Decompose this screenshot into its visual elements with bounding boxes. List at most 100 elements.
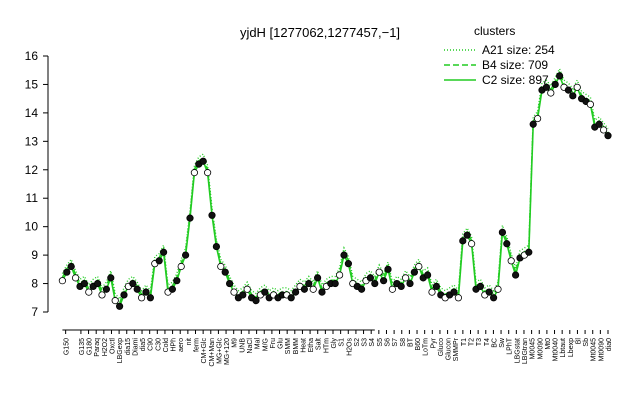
data-point xyxy=(94,279,102,288)
x-tick-label: Heat xyxy=(300,338,307,353)
x-tick-label: Oxctl xyxy=(109,338,116,354)
x-tick-label: dia0 xyxy=(606,338,613,351)
data-point xyxy=(489,294,498,302)
x-tick-label: M/G xyxy=(262,338,269,351)
data-point xyxy=(388,285,396,293)
data-point xyxy=(604,132,612,140)
x-tick-label: S8 xyxy=(400,338,407,347)
x-tick-label: S5 xyxy=(377,338,384,347)
x-tick-label: T3 xyxy=(476,338,483,346)
data-point xyxy=(261,288,269,296)
x-tick-label: S2 xyxy=(354,338,361,347)
data-point xyxy=(415,262,423,271)
chart-title: yjdH [1277062,1277457,−1] xyxy=(240,25,400,40)
y-axis: 7 8 9 10 11 12 13 14 15 16 xyxy=(25,49,49,319)
data-point xyxy=(129,279,137,288)
legend-entry: C2 size: 897 xyxy=(482,73,549,87)
data-point xyxy=(72,274,80,282)
x-tick-label: Fru xyxy=(270,338,277,349)
series-b4-line xyxy=(61,70,609,305)
data-point xyxy=(476,282,484,290)
x-tick-label: LBGtran xyxy=(522,338,529,364)
data-point xyxy=(331,279,339,288)
x-tick-label: Paraq xyxy=(94,338,101,357)
x-tick-label: Etha xyxy=(308,338,315,353)
data-point xyxy=(120,291,128,299)
data-point xyxy=(467,240,476,248)
x-axis: G150 G135 G180 Paraq H2O2 Oxctl LBGexp dia15 Dia… xyxy=(62,329,613,367)
data-point xyxy=(366,274,374,282)
x-tick-label: Diami xyxy=(132,338,139,356)
data-point xyxy=(586,100,595,108)
data-point xyxy=(182,251,190,259)
data-point xyxy=(432,282,440,290)
data-point xyxy=(111,297,119,305)
data-point xyxy=(318,288,326,296)
y-tick-label: 14 xyxy=(25,106,39,120)
data-point xyxy=(63,268,71,276)
data-point xyxy=(525,248,533,256)
y-tick-label: 15 xyxy=(25,77,39,91)
data-point xyxy=(450,288,458,296)
data-point xyxy=(239,291,247,299)
data-point xyxy=(371,279,379,288)
x-tick-label: CM+Man xyxy=(209,338,216,367)
data-point xyxy=(133,285,141,293)
x-tick-label: B60 xyxy=(415,338,422,351)
data-point xyxy=(375,268,383,276)
x-tick-label: SMMPr xyxy=(453,337,460,361)
series-line xyxy=(61,67,609,308)
data-point xyxy=(379,277,388,285)
x-tick-label: Cold xyxy=(163,338,170,353)
x-tick-label: nit xyxy=(186,338,193,345)
x-tick-label: Salt xyxy=(316,338,323,350)
x-tick-label: S4 xyxy=(369,338,376,347)
data-point xyxy=(485,288,493,296)
data-point xyxy=(221,268,229,276)
x-tick-label: Mt0045 xyxy=(591,338,598,361)
data-point xyxy=(309,285,317,293)
data-point xyxy=(410,268,418,276)
x-tick-label: HTm xyxy=(323,338,330,353)
data-point xyxy=(58,277,67,285)
x-tick-label: Lbexp xyxy=(568,338,575,357)
data-point xyxy=(102,285,111,293)
x-tick-label: G135 xyxy=(79,338,86,355)
x-tick-label: LPhT xyxy=(507,337,514,354)
data-point xyxy=(107,274,115,282)
data-point xyxy=(555,72,564,80)
data-point xyxy=(291,288,300,296)
data-point xyxy=(599,126,608,134)
data-point xyxy=(357,285,366,293)
data-point xyxy=(384,265,392,273)
data-point xyxy=(401,274,410,282)
data-point xyxy=(168,285,176,293)
data-point xyxy=(155,257,163,265)
y-tick-label: 7 xyxy=(31,305,38,319)
x-tick-label: ferm xyxy=(194,338,201,352)
x-tick-label: UNB xyxy=(239,338,246,353)
x-tick-label: NaCl xyxy=(247,338,254,354)
data-point xyxy=(85,288,93,296)
x-tick-label: Lbtaut xyxy=(560,338,567,358)
y-tick-label: 11 xyxy=(26,191,39,205)
data-point xyxy=(217,262,225,271)
data-point xyxy=(199,157,207,165)
data-point xyxy=(204,169,212,177)
data-point xyxy=(573,83,581,91)
x-tick-label: T4 xyxy=(484,338,491,346)
x-tick-label: C30 xyxy=(155,338,162,351)
data-point xyxy=(252,297,260,305)
x-tick-label: Sw xyxy=(499,337,506,348)
data-point xyxy=(186,214,194,222)
data-point xyxy=(397,282,405,290)
x-tick-label: H2O2 xyxy=(102,338,109,356)
data-point xyxy=(406,279,414,288)
data-point xyxy=(116,302,124,310)
data-point xyxy=(177,262,185,271)
x-tick-label: Mt0040 xyxy=(553,338,560,361)
data-point xyxy=(80,279,89,288)
data-point xyxy=(190,169,198,177)
data-point xyxy=(529,120,537,128)
